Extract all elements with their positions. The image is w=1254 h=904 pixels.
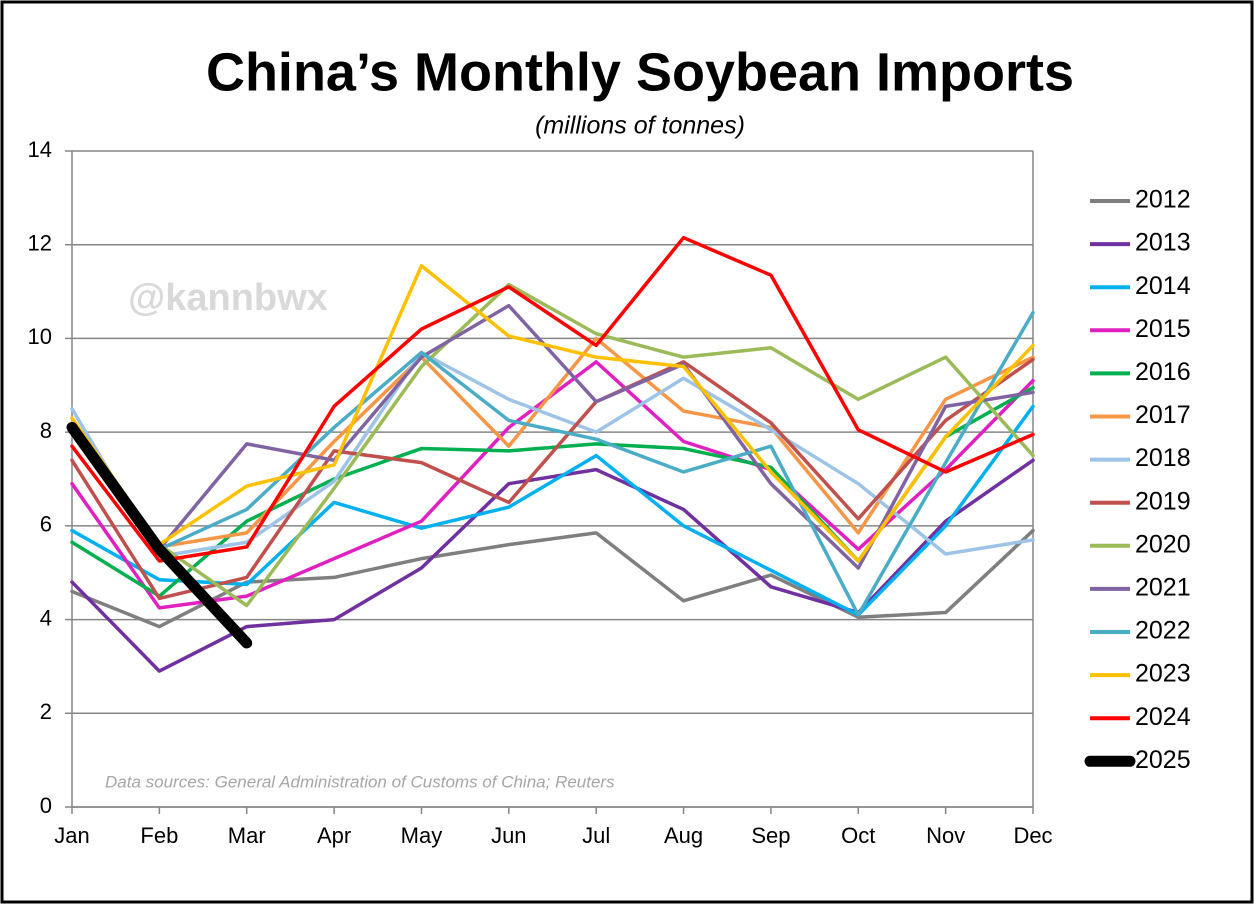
legend-label: 2025 [1135,746,1191,774]
x-tick-label: Jun [491,823,526,848]
legend-label: 2022 [1135,617,1191,645]
x-tick-label: May [401,823,443,848]
x-tick-label: Jul [582,823,610,848]
series-line [70,357,1035,601]
x-tick-label: Aug [664,823,703,848]
legend-label: 2013 [1135,229,1191,257]
y-tick-label: 2 [40,699,52,724]
annotation: Data sources: General Administration of … [105,772,615,791]
series-line [70,350,1035,559]
y-tick-label: 14 [28,137,52,162]
legend-label: 2023 [1135,660,1191,688]
x-tick-label: Apr [317,823,351,848]
legend-label: 2021 [1135,574,1191,602]
y-tick-label: 8 [40,418,52,443]
y-tick-label: 12 [28,231,52,256]
x-tick-label: Dec [1013,823,1052,848]
legend-label: 2019 [1135,487,1191,515]
legend-label: 2015 [1135,315,1191,343]
y-tick-label: 6 [40,512,52,537]
watermark: @kannbwx [128,277,328,319]
series-line [70,235,1035,563]
legend-label: 2012 [1135,186,1191,214]
legend-label: 2018 [1135,444,1191,472]
series-line [70,528,1035,629]
series-line [70,264,1035,563]
series-line [70,310,1035,617]
series-line [70,282,1035,608]
legend-label: 2014 [1135,272,1191,300]
x-tick-label: Jan [54,823,89,848]
y-tick-label: 0 [40,793,52,818]
legend-label: 2024 [1135,703,1191,731]
x-tick-label: Sep [751,823,790,848]
x-tick-label: Mar [228,823,266,848]
y-tick-label: 4 [40,605,52,630]
legend-label: 2017 [1135,401,1191,429]
series-line [66,421,253,649]
legend-label: 2020 [1135,530,1191,558]
x-tick-label: Nov [926,823,965,848]
series-line [70,336,1035,549]
legend-label: 2016 [1135,358,1191,386]
series-line [70,404,1035,617]
x-tick-label: Oct [841,823,875,848]
y-tick-label: 10 [28,324,52,349]
chart-title: China’s Monthly Soybean Imports [206,42,1074,102]
x-tick-label: Feb [140,823,178,848]
chart-subtitle: (millions of tonnes) [535,112,745,140]
